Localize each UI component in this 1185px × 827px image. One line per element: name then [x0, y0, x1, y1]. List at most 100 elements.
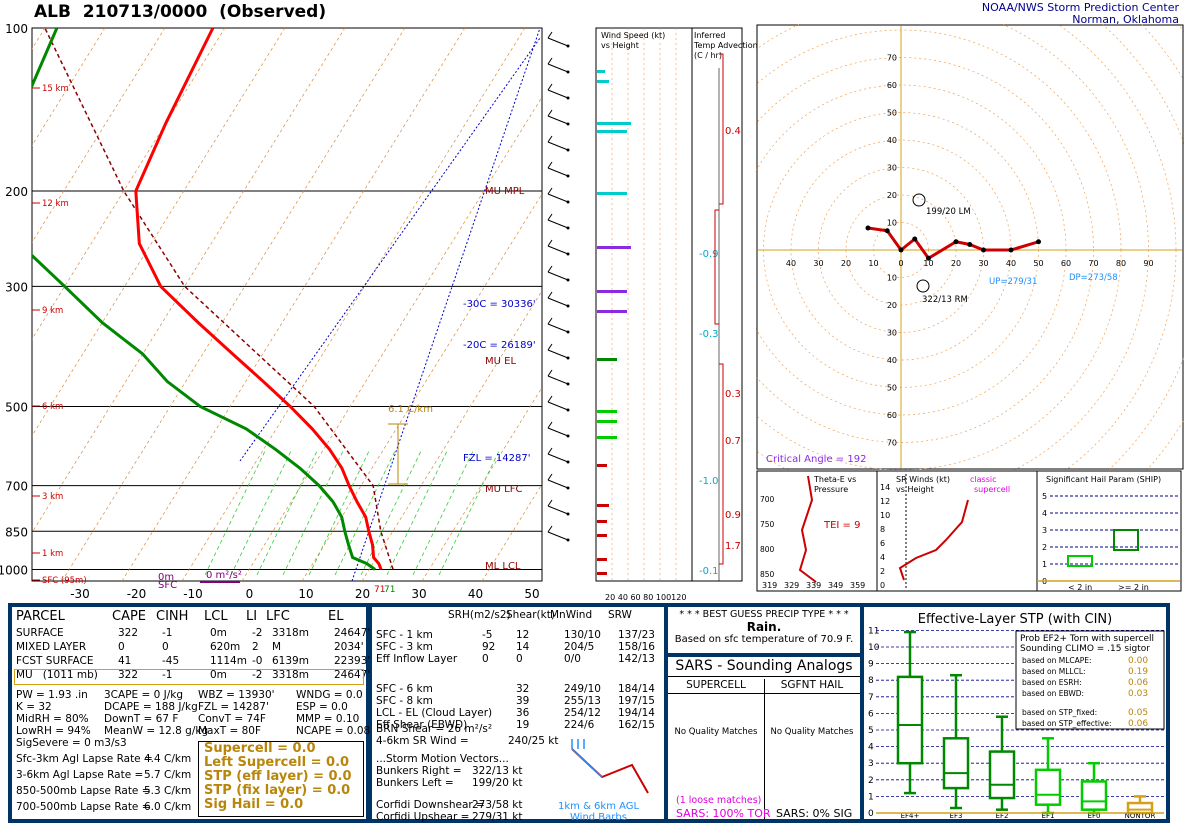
param-cell: MidRH = 80%: [16, 713, 89, 725]
lapse-value: 6.0 C/km: [144, 801, 192, 813]
hodo-point: [981, 247, 986, 253]
parcel-cell: 1114m: [210, 655, 247, 667]
srw-ytick: 2: [880, 567, 885, 576]
sars-box: SARS - Sounding Analogs SUPERCELL SGFNT …: [668, 657, 860, 820]
wind-barb-dot: [566, 44, 570, 48]
hodo-point: [926, 255, 931, 261]
upshear-label: UP=279/31: [989, 277, 1037, 287]
hodo-ytick: 70: [887, 439, 897, 448]
sars-sig: SARS: 0% SIG: [776, 807, 853, 820]
adv-value: -0.1: [699, 566, 719, 577]
kin-header: SRW: [608, 609, 632, 621]
wind-speed-bar: [597, 420, 617, 423]
temperature-trace: [134, 28, 383, 571]
kin-cell: 249/10: [564, 683, 601, 695]
lapse-label: Sfc-3km Agl Lapse Rate =: [16, 753, 153, 765]
wind-barb: [547, 479, 569, 489]
stp-box: [988, 750, 1016, 800]
param-cell: MeanW = 12.8 g/kg: [104, 725, 209, 737]
stp-based-value: 0.06: [1128, 719, 1148, 729]
temp-tick-label: 50: [524, 587, 539, 601]
adv-title-line: Temp Advection: [693, 41, 758, 50]
isotherm-line: [301, 193, 542, 581]
vector-label: Bunkers Right =: [376, 765, 462, 777]
hodo-point: [953, 239, 959, 245]
parcel-cell: 2: [252, 641, 259, 653]
wind-barb-dot: [566, 356, 570, 360]
stp-ytick: 10: [868, 643, 880, 653]
stp-chart: Effective-Layer STP (with CIN)1110987654…: [864, 607, 1166, 819]
wind-barb-dot: [566, 122, 570, 126]
hodo-ytick: 50: [887, 109, 897, 118]
wetbulb-line: [351, 28, 541, 581]
stp-ytick: 6: [868, 709, 874, 719]
theta-xtick: 329: [784, 581, 799, 590]
adv-value: -0.3: [699, 329, 719, 340]
stp-ytick: 3: [868, 759, 874, 769]
barb-label-2: Wind Barbs: [570, 812, 627, 823]
stp-cat-label: EF4+: [901, 812, 920, 819]
theta-xtick: 349: [828, 581, 843, 590]
parcel-cell: -2: [252, 627, 263, 639]
wind-panel-axis: 20 40 60 80 100120: [605, 593, 686, 602]
stp-based-label: based on MLLCL:: [1022, 667, 1086, 676]
kin-cell: 130/10: [564, 629, 601, 641]
hodo-xtick: 20: [951, 259, 961, 268]
pressure-tick-label: 300: [5, 280, 28, 294]
sars-noquality-2: No Quality Matches: [770, 727, 854, 737]
isotherm-line: [361, 290, 542, 581]
ship-box-hi: [1113, 529, 1139, 551]
kin-cell: 158/16: [618, 641, 655, 653]
hodo-ytick: 10: [887, 219, 897, 228]
param-cell: ConvT = 74F: [198, 713, 266, 725]
parcel-cell: 0: [162, 641, 169, 653]
hodo-ytick: 60: [887, 81, 897, 90]
wind-barb-dot: [566, 96, 570, 100]
parcel-cell: 322: [118, 669, 139, 681]
wind-barb-flag: [547, 525, 553, 533]
parcel-cell: -45: [162, 655, 180, 667]
parcel-cell: 0m: [210, 627, 227, 639]
wind-barb-flag: [547, 161, 553, 169]
skewt-chart: 100 200 300 500 700 850 1000 -30 -20 -10 0 10 20 30 40…: [0, 24, 758, 602]
wind-barb-dot: [566, 304, 570, 308]
kin-cell: 14: [516, 641, 530, 653]
wind-barb: [547, 115, 569, 125]
org-line2: Norman, Oklahoma: [1072, 13, 1179, 26]
ship-ytick: 2: [1042, 543, 1047, 552]
wind-barb-flag: [547, 291, 553, 299]
composite-box: [198, 741, 364, 817]
theta-xtick: 319: [762, 581, 777, 590]
hodo-xtick: 10: [923, 259, 933, 268]
hodo-point: [884, 228, 890, 234]
hodo-ytick: 10: [887, 274, 897, 283]
wind-barb-dot: [566, 278, 570, 282]
mixing-ratio-line: [256, 450, 318, 576]
wind-barb-flag: [547, 135, 553, 143]
hodo-xtick: 10: [868, 259, 878, 268]
stp-box: [1080, 780, 1108, 811]
kin-cell: 19: [516, 719, 530, 731]
kin-cell: Eff Shear (EBWD): [376, 719, 468, 731]
mu-mpl-label: MU MPL: [485, 186, 525, 197]
hodo-xtick: 40: [786, 259, 796, 268]
srw-ytick: 12: [880, 497, 890, 506]
adv-value: 0.7: [725, 436, 741, 447]
ship-frame: [1036, 470, 1182, 592]
barb-label: 1km & 6km AGL: [558, 801, 640, 812]
stp-cat-label: EF2: [996, 812, 1009, 819]
wind-barb: [547, 167, 569, 177]
hodo-xtick: 30: [813, 259, 823, 268]
barb-path: [571, 748, 649, 794]
wind-speed-bar: [597, 410, 617, 413]
precip-box: * * * BEST GUESS PRECIP TYPE * * * Rain.…: [668, 607, 860, 653]
wind-barb-flag: [547, 499, 553, 507]
mixing-ratio-line: [282, 450, 344, 576]
wind-barb-dot: [566, 200, 570, 204]
parcel-cell: 322: [118, 627, 139, 639]
station-id: ALB: [34, 2, 71, 22]
mu-el-label: MU EL: [485, 356, 516, 367]
skewt-plot-area: [32, 28, 542, 581]
height-label: 6 km: [42, 402, 63, 412]
